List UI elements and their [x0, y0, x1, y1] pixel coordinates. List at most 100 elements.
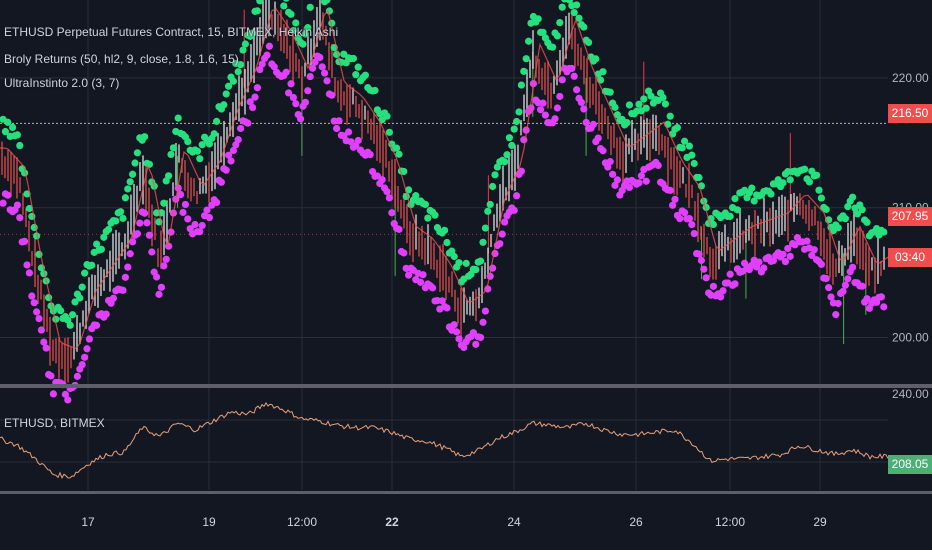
bull-dot	[205, 140, 213, 148]
bear-dot	[498, 230, 506, 238]
bull-dot	[88, 261, 96, 269]
bull-dot	[481, 224, 489, 232]
bear-dot	[400, 249, 408, 257]
bear-dot	[719, 287, 727, 295]
bear-dot	[345, 128, 353, 136]
bear-dot	[385, 194, 393, 202]
time-axis[interactable]: 17 19 12:00 22 24 26 12:00 29	[81, 515, 827, 529]
bull-dot	[385, 128, 393, 136]
bull-dot	[97, 245, 105, 253]
bear-dot	[839, 287, 847, 295]
bear-dot	[570, 72, 578, 80]
symbol-legend[interactable]: ETHUSD Perpetual Futures Contract, 15, B…	[4, 25, 339, 39]
bear-dot	[863, 295, 871, 303]
bull-dot	[198, 141, 206, 149]
bear-dot	[328, 91, 336, 99]
bear-dot	[609, 170, 617, 178]
bear-dot	[472, 340, 480, 348]
bull-dot	[299, 40, 307, 48]
bear-dot	[0, 199, 7, 207]
bear-dot	[4, 191, 12, 199]
bull-dot	[210, 130, 218, 138]
bear-dot	[625, 183, 634, 192]
bear-dot	[477, 333, 485, 342]
bull-dot	[539, 28, 547, 36]
bull-dot	[16, 141, 24, 150]
bull-dot	[124, 185, 132, 193]
bull-dot	[623, 119, 631, 127]
bull-dot	[525, 37, 533, 45]
bear-dot	[690, 229, 698, 238]
bull-dot	[237, 61, 245, 69]
indicator-legend-ultrainstinto[interactable]: UltraInstinto 2.0 (3, 7)	[4, 76, 120, 90]
bear-dot	[697, 256, 706, 265]
bear-dot	[417, 278, 425, 286]
indicator-legend-broly[interactable]: Broly Returns (50, hl2, 9, close, 1.8, 1…	[4, 52, 239, 66]
bear-dot	[832, 311, 840, 319]
main-price-chart[interactable]	[0, 0, 889, 404]
bull-dot	[462, 259, 470, 267]
bear-dot	[676, 215, 684, 223]
bull-dot	[556, 18, 564, 27]
bear-dot	[541, 111, 550, 119]
bull-dot	[522, 55, 530, 63]
bull-dot	[196, 155, 204, 163]
bear-dot	[203, 206, 211, 214]
sub-price-chart[interactable]	[0, 401, 889, 479]
bear-dot	[83, 345, 91, 353]
bear-dot	[213, 198, 221, 207]
sub-last-price-tag: 208.05	[888, 455, 932, 474]
bull-dot	[169, 144, 177, 152]
bear-dot	[109, 294, 117, 302]
bear-dot	[13, 201, 21, 209]
sub-y-tick-label: 240.00	[892, 387, 929, 401]
bear-dot	[486, 272, 494, 280]
bull-dot	[126, 178, 134, 186]
bull-dot	[731, 195, 739, 203]
bear-dot	[671, 195, 679, 203]
bull-dot	[383, 112, 391, 120]
bull-dot	[105, 225, 113, 234]
bear-dot	[347, 138, 355, 146]
sub-symbol-legend[interactable]: ETHUSD, BITMEX	[4, 416, 105, 430]
bear-dot	[47, 372, 55, 380]
bear-dot	[849, 263, 857, 271]
pane-separator-bottom	[0, 491, 932, 494]
bull-dot	[841, 215, 850, 223]
bear-dot	[16, 214, 24, 222]
bear-dot	[246, 98, 254, 106]
bear-dot	[681, 208, 689, 217]
signal-markers	[177, 9, 867, 345]
bull-dot	[695, 173, 703, 182]
bear-dot	[834, 299, 842, 308]
moving-average-line	[0, 8, 889, 350]
bull-dot	[553, 32, 562, 40]
bear-dot	[64, 396, 72, 404]
bear-dot	[817, 260, 826, 268]
bear-dot	[717, 293, 725, 301]
bull-dot	[822, 205, 830, 213]
bear-dots-series	[0, 42, 888, 404]
bull-dot	[659, 93, 667, 102]
bear-dot	[160, 262, 168, 270]
x-tick-label: 12:00	[715, 515, 745, 529]
bear-dot	[265, 42, 273, 50]
bull-dot	[222, 90, 230, 98]
bear-dot	[309, 64, 317, 72]
bull-dot	[256, 0, 264, 5]
sub-price-axis[interactable]: 240.00200.00	[888, 387, 932, 490]
bull-dot	[361, 71, 369, 79]
bear-dot	[755, 258, 763, 266]
bear-dot	[589, 120, 598, 128]
bull-dot	[393, 144, 401, 152]
pane-separator[interactable]	[0, 384, 932, 388]
bear-dot	[784, 244, 792, 253]
bull-dot	[613, 111, 622, 119]
bear-dot	[306, 72, 314, 81]
bull-dot	[352, 71, 360, 79]
bear-dot	[455, 335, 463, 343]
bear-dot	[136, 219, 144, 227]
bull-dot	[301, 30, 309, 38]
